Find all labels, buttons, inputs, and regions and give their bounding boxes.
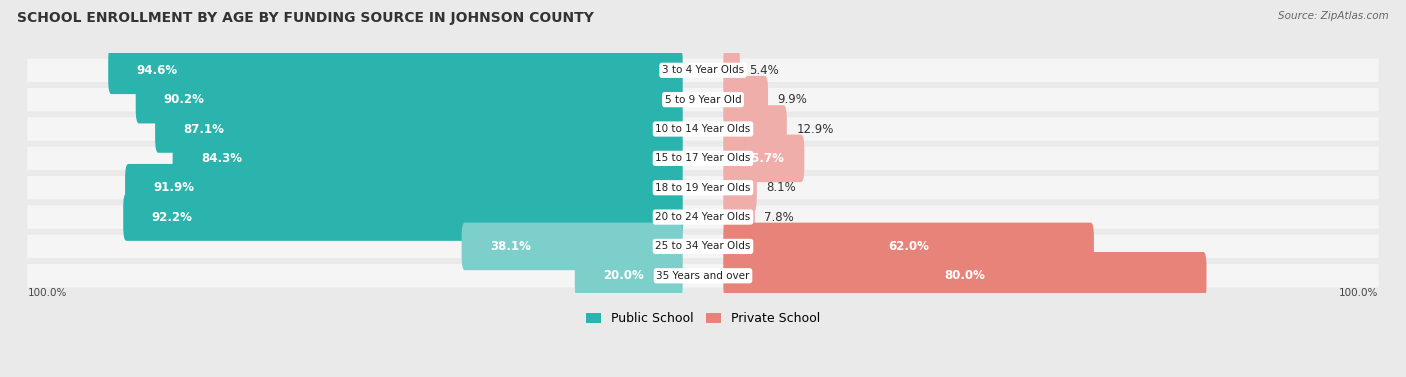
Text: Source: ZipAtlas.com: Source: ZipAtlas.com (1278, 11, 1389, 21)
Text: 20.0%: 20.0% (603, 269, 644, 282)
FancyBboxPatch shape (136, 76, 683, 123)
Text: 87.1%: 87.1% (183, 123, 224, 135)
FancyBboxPatch shape (723, 105, 787, 153)
FancyBboxPatch shape (27, 234, 1379, 258)
Text: 15 to 17 Year Olds: 15 to 17 Year Olds (655, 153, 751, 163)
Text: 18 to 19 Year Olds: 18 to 19 Year Olds (655, 183, 751, 193)
Text: SCHOOL ENROLLMENT BY AGE BY FUNDING SOURCE IN JOHNSON COUNTY: SCHOOL ENROLLMENT BY AGE BY FUNDING SOUR… (17, 11, 593, 25)
Text: 5 to 9 Year Old: 5 to 9 Year Old (665, 95, 741, 105)
Text: 3 to 4 Year Olds: 3 to 4 Year Olds (662, 65, 744, 75)
FancyBboxPatch shape (108, 46, 683, 94)
Text: 5.4%: 5.4% (749, 64, 779, 77)
FancyBboxPatch shape (461, 223, 683, 270)
FancyBboxPatch shape (27, 147, 1379, 170)
Text: 100.0%: 100.0% (1339, 288, 1378, 298)
Text: 94.6%: 94.6% (136, 64, 177, 77)
FancyBboxPatch shape (723, 193, 755, 241)
FancyBboxPatch shape (723, 135, 804, 182)
Text: 62.0%: 62.0% (889, 240, 929, 253)
Text: 91.9%: 91.9% (153, 181, 194, 194)
FancyBboxPatch shape (723, 164, 756, 211)
FancyBboxPatch shape (155, 105, 683, 153)
FancyBboxPatch shape (173, 135, 683, 182)
Text: 7.8%: 7.8% (765, 211, 794, 224)
FancyBboxPatch shape (723, 252, 1206, 300)
Legend: Public School, Private School: Public School, Private School (581, 308, 825, 331)
FancyBboxPatch shape (723, 223, 1094, 270)
Text: 9.9%: 9.9% (778, 93, 807, 106)
Text: 35 Years and over: 35 Years and over (657, 271, 749, 281)
FancyBboxPatch shape (723, 46, 740, 94)
Text: 25 to 34 Year Olds: 25 to 34 Year Olds (655, 241, 751, 251)
FancyBboxPatch shape (27, 176, 1379, 199)
Text: 20 to 24 Year Olds: 20 to 24 Year Olds (655, 212, 751, 222)
FancyBboxPatch shape (27, 88, 1379, 111)
Text: 15.7%: 15.7% (744, 152, 785, 165)
FancyBboxPatch shape (124, 193, 683, 241)
Text: 84.3%: 84.3% (201, 152, 242, 165)
Text: 10 to 14 Year Olds: 10 to 14 Year Olds (655, 124, 751, 134)
Text: 38.1%: 38.1% (489, 240, 530, 253)
Text: 90.2%: 90.2% (165, 93, 205, 106)
Text: 92.2%: 92.2% (152, 211, 193, 224)
FancyBboxPatch shape (723, 76, 768, 123)
Text: 12.9%: 12.9% (796, 123, 834, 135)
Text: 100.0%: 100.0% (28, 288, 67, 298)
Text: 80.0%: 80.0% (945, 269, 986, 282)
FancyBboxPatch shape (27, 117, 1379, 141)
FancyBboxPatch shape (27, 205, 1379, 229)
FancyBboxPatch shape (27, 58, 1379, 82)
FancyBboxPatch shape (27, 264, 1379, 288)
FancyBboxPatch shape (125, 164, 683, 211)
FancyBboxPatch shape (575, 252, 683, 300)
Text: 8.1%: 8.1% (766, 181, 796, 194)
